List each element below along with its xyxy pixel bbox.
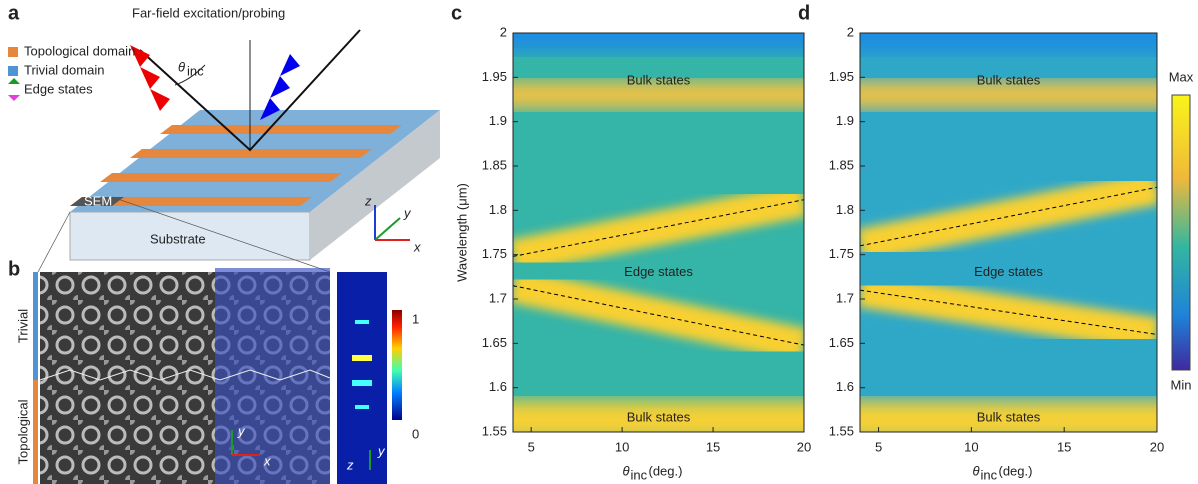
device-schematic (8, 29, 440, 273)
y-tick-label: 1.55 (829, 423, 854, 438)
panel-label: c (451, 2, 462, 24)
dashed-line (860, 289, 1157, 335)
side-label: Topological (15, 399, 30, 464)
sem-image (33, 268, 402, 484)
y-tick-label: 1.75 (829, 246, 854, 261)
x-label-symbol: θ (973, 463, 980, 478)
band (860, 80, 1157, 109)
axis-label: y (377, 443, 386, 458)
panel-label: a (8, 2, 20, 24)
substrate-label: Substrate (150, 231, 206, 246)
axis-label: x (413, 239, 421, 254)
x-tick-label: 15 (706, 439, 720, 454)
theta-sub: inc (187, 63, 204, 78)
colorbar-label: Min (1171, 377, 1192, 392)
axis-label: y (403, 205, 412, 220)
excitation-label: Far-field excitation/probing (132, 5, 285, 20)
y-tick-label: 1.8 (836, 202, 854, 217)
y-tick-label: 1.8 (489, 202, 507, 217)
x-tick-label: 15 (1057, 439, 1071, 454)
x-tick-label: 5 (528, 439, 535, 454)
y-label: Wavelength (μm) (454, 183, 469, 282)
colorbar-label: 1 (412, 311, 419, 326)
y-tick-label: 1.95 (482, 69, 507, 84)
heatmap (513, 33, 804, 432)
annotation: Edge states (974, 264, 1043, 279)
x-label-unit: (deg.) (649, 463, 683, 478)
y-tick-label: 2 (847, 24, 854, 39)
x-label-unit: (deg.) (999, 463, 1033, 478)
y-tick-label: 1.65 (829, 335, 854, 350)
axis-label: z (346, 457, 354, 472)
panel-label: d (798, 2, 810, 24)
y-tick-label: 1.6 (836, 379, 854, 394)
annotation: Bulk states (977, 72, 1041, 87)
y-tick-label: 1.85 (829, 157, 854, 172)
theta: θ (178, 59, 185, 74)
y-tick-label: 1.75 (482, 246, 507, 261)
axis-label: x (263, 453, 271, 468)
axes-frame (512, 32, 805, 433)
legend-entry: Topological domain (24, 43, 135, 58)
dashed-line (513, 285, 804, 346)
y-tick-label: 1.7 (489, 290, 507, 305)
dashed-line (513, 199, 804, 257)
x-tick-label: 10 (964, 439, 978, 454)
x-label-sub: inc (631, 467, 648, 482)
x-tick-label: 10 (615, 439, 629, 454)
axes-frame (859, 32, 1158, 433)
x-label-symbol: θ (623, 463, 630, 478)
y-tick-label: 1.9 (489, 113, 507, 128)
axis-label: z (364, 193, 372, 208)
x-tick-label: 5 (875, 439, 882, 454)
y-tick-label: 1.6 (489, 379, 507, 394)
legend-entry: Trivial domain (24, 62, 104, 77)
x-tick-label: 20 (1150, 439, 1164, 454)
annotation: Bulk states (627, 72, 691, 87)
colorbar-label: 0 (412, 426, 419, 441)
y-tick-label: 1.9 (836, 113, 854, 128)
x-tick-label: 20 (797, 439, 811, 454)
panel-label: b (8, 258, 20, 280)
y-tick-label: 1.7 (836, 290, 854, 305)
side-label: Trivial (15, 309, 30, 343)
band (860, 33, 1157, 53)
y-tick-label: 1.55 (482, 423, 507, 438)
dashed-line (860, 186, 1157, 247)
y-tick-label: 1.95 (829, 69, 854, 84)
band (513, 80, 804, 109)
colorbar-label: Max (1169, 69, 1194, 84)
axis-label: y (237, 423, 246, 438)
annotation: Bulk states (627, 409, 691, 424)
band (860, 400, 1157, 432)
band (513, 400, 804, 432)
y-tick-label: 1.85 (482, 157, 507, 172)
heatmap (860, 33, 1157, 432)
legend-entry: Edge states (24, 81, 93, 96)
texts: a Far-field excitation/probing θ inc Top… (8, 2, 421, 472)
colorbar (1171, 94, 1191, 371)
band (513, 33, 804, 53)
sem-label: SEM (84, 193, 112, 208)
x-label-sub: inc (981, 467, 998, 482)
annotation: Edge states (624, 264, 693, 279)
annotation: Bulk states (977, 409, 1041, 424)
y-tick-label: 1.65 (482, 335, 507, 350)
y-tick-label: 2 (500, 24, 507, 39)
